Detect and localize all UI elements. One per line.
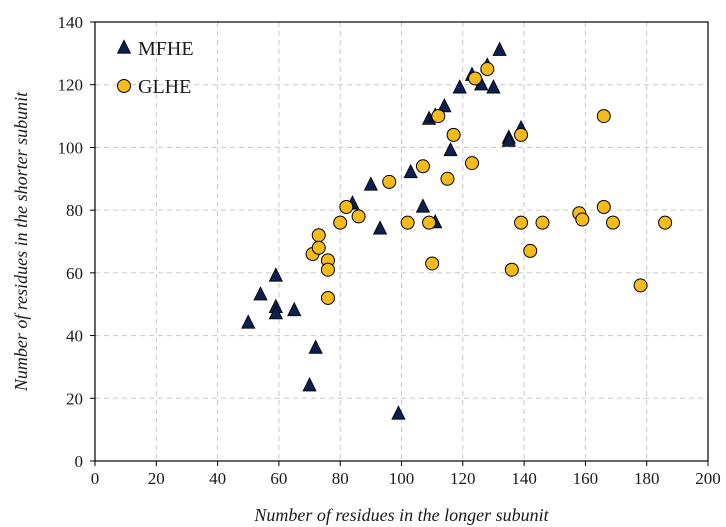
- x-tick-label: 40: [209, 469, 226, 488]
- glhe-point: [523, 243, 538, 258]
- x-tick-label: 0: [91, 469, 100, 488]
- glhe-point: [400, 215, 415, 230]
- mfhe-point: [308, 339, 323, 354]
- mfhe-point: [268, 267, 283, 282]
- glhe-point: [425, 256, 440, 271]
- glhe-point: [440, 171, 455, 186]
- x-tick-label: 100: [389, 469, 415, 488]
- mfhe-legend-marker: [116, 39, 132, 54]
- mfhe-point: [391, 405, 406, 420]
- mfhe-point: [501, 132, 516, 147]
- glhe-legend-marker: [117, 79, 131, 93]
- y-tick-label: 0: [75, 452, 84, 471]
- glhe-point: [535, 215, 550, 230]
- glhe-legend-label: GLHE: [138, 76, 191, 98]
- glhe-point: [320, 262, 335, 277]
- mfhe-point: [486, 79, 501, 94]
- axis-ticks: 0 20 40 60 80 100 120 140 160 180 200 0 20 40 60 80 100 1…: [58, 13, 721, 488]
- mfhe-point: [403, 163, 418, 179]
- glhe-point: [311, 228, 326, 243]
- glhe-point: [446, 127, 461, 142]
- y-tick-label: 100: [58, 138, 84, 157]
- y-tick-label: 40: [66, 327, 83, 346]
- glhe-point: [468, 71, 483, 86]
- mfhe-point: [268, 304, 283, 320]
- x-tick-label: 160: [573, 469, 599, 488]
- x-axis-title: Number of residues in the longer subunit: [253, 505, 549, 525]
- data-points: [241, 41, 673, 420]
- mfhe-point: [492, 41, 507, 56]
- y-tick-label: 140: [58, 13, 84, 32]
- mfhe-point: [253, 286, 268, 301]
- mfhe-point: [302, 377, 317, 392]
- mfhe-point: [437, 97, 452, 113]
- glhe-point: [422, 215, 437, 230]
- y-tick-label: 60: [66, 264, 83, 283]
- mfhe-point: [443, 141, 458, 157]
- mfhe-legend-label: MFHE: [138, 38, 194, 60]
- gridlines: [95, 22, 708, 461]
- x-tick-label: 140: [511, 469, 537, 488]
- mfhe-point: [415, 198, 431, 213]
- mfhe-point: [372, 220, 388, 235]
- glhe-point: [633, 278, 648, 293]
- x-tick-label: 180: [634, 469, 660, 488]
- glhe-point: [415, 159, 430, 174]
- glhe-point: [575, 212, 590, 227]
- glhe-point: [658, 215, 673, 230]
- mfhe-point: [241, 314, 256, 329]
- y-tick-label: 80: [66, 201, 83, 220]
- x-tick-label: 120: [450, 469, 476, 488]
- glhe-point: [480, 62, 495, 77]
- x-tick-label: 20: [148, 469, 165, 488]
- glhe-point: [596, 109, 611, 124]
- glhe-point: [333, 215, 348, 230]
- glhe-point: [320, 290, 335, 305]
- x-tick-label: 60: [270, 469, 287, 488]
- glhe-point: [339, 200, 354, 215]
- x-tick-label: 80: [332, 469, 349, 488]
- y-axis-title: Number of residues in the shorter subuni…: [11, 91, 31, 392]
- glhe-point: [605, 215, 620, 230]
- glhe-point: [464, 156, 479, 171]
- glhe-point: [351, 209, 366, 224]
- glhe-point: [504, 262, 519, 277]
- y-tick-label: 20: [66, 389, 83, 408]
- glhe-point: [514, 215, 529, 230]
- mfhe-point: [363, 176, 378, 191]
- glhe-point: [382, 174, 397, 189]
- y-tick-label: 120: [58, 76, 84, 95]
- glhe-point: [311, 240, 326, 255]
- legend: MFHE GLHE: [116, 38, 194, 98]
- x-tick-label: 200: [695, 469, 721, 488]
- glhe-point: [514, 127, 529, 142]
- glhe-point: [596, 200, 611, 215]
- glhe-point: [431, 109, 446, 124]
- mfhe-point: [452, 79, 467, 94]
- mfhe-point: [287, 301, 302, 317]
